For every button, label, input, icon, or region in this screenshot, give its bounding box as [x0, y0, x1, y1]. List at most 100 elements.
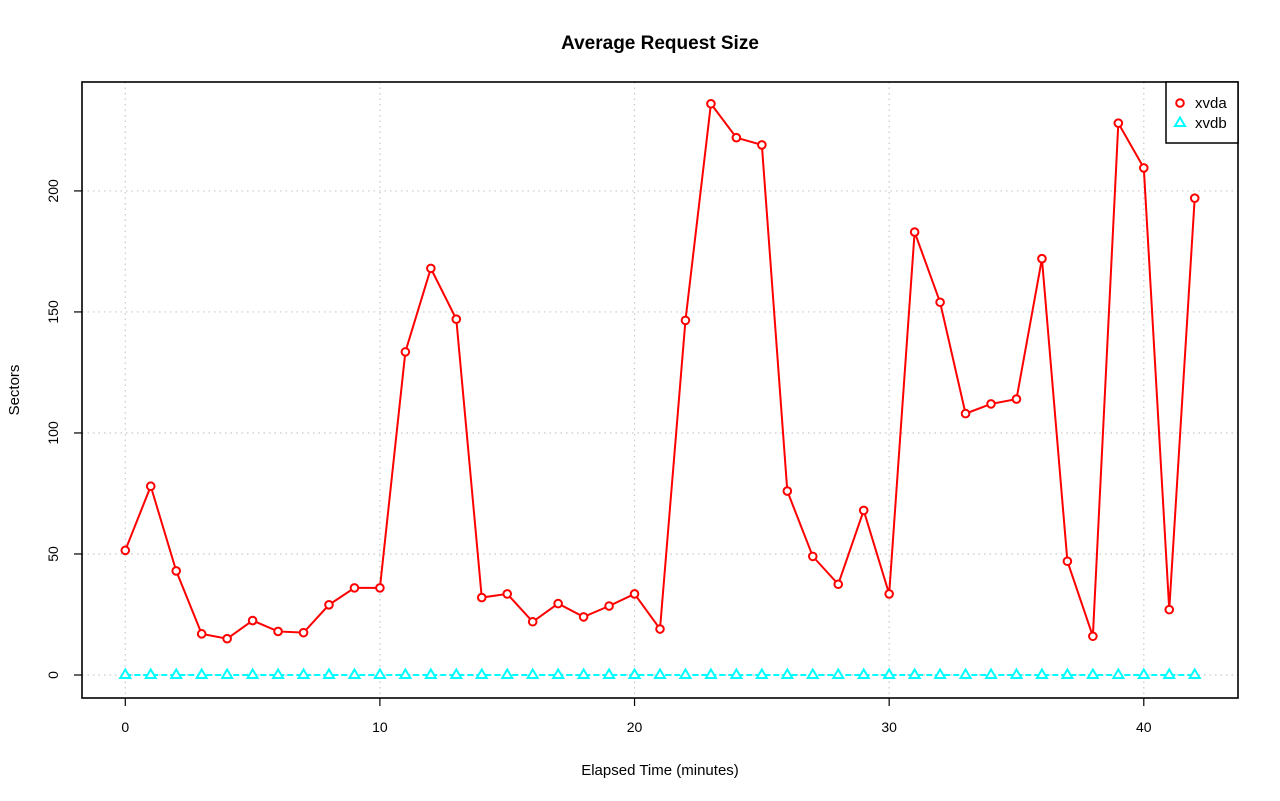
- data-point-xvdb: [780, 667, 795, 680]
- data-point-xvdb: [424, 667, 438, 680]
- x-tick-label: 30: [881, 719, 897, 735]
- data-point-xvdb: [1009, 667, 1024, 680]
- data-point-xvdb: [245, 667, 260, 680]
- data-point-xvdb: [831, 667, 845, 680]
- data-point-xvda: [222, 633, 232, 644]
- y-tick-label: 50: [45, 546, 61, 562]
- data-point-xvdb: [1060, 667, 1075, 680]
- data-point-xvda: [1164, 604, 1175, 615]
- data-point-xvda: [731, 132, 742, 143]
- legend-marker-xvda: [1175, 98, 1185, 108]
- chart-title: Average Request Size: [561, 33, 759, 54]
- data-point-xvda: [375, 583, 385, 593]
- data-point-xvda: [1011, 394, 1022, 404]
- data-point-xvda: [680, 315, 691, 326]
- data-point-xvda: [196, 629, 207, 639]
- y-tick-label: 150: [45, 300, 61, 324]
- data-point-xvda: [884, 589, 894, 599]
- data-point-xvdb: [169, 667, 183, 680]
- data-point-xvda: [476, 592, 487, 603]
- data-point-xvdb: [500, 667, 514, 680]
- data-point-xvdb: [806, 667, 820, 680]
- axes: 0 10 20 30 40 0 50 100 150 200: [45, 179, 1152, 735]
- data-point-xvdb: [576, 667, 591, 680]
- data-point-xvda: [629, 589, 640, 599]
- data-point-xvdb: [1086, 667, 1100, 680]
- data-point-xvdb: [907, 667, 922, 680]
- data-point-xvda: [553, 598, 563, 609]
- data-point-xvdb: [144, 667, 158, 680]
- legend-box: [1165, 81, 1239, 144]
- data-point-xvda: [400, 347, 411, 357]
- x-tick-label: 40: [1136, 719, 1152, 735]
- data-point-xvda: [655, 624, 665, 634]
- data-point-xvdb: [984, 667, 998, 680]
- data-point-xvdb: [602, 667, 616, 680]
- data-point-xvdb: [856, 667, 871, 680]
- data-point-xvdb: [1162, 667, 1176, 680]
- data-point-xvdb: [755, 667, 769, 680]
- data-point-xvdb: [271, 667, 285, 680]
- data-point-xvda: [935, 297, 945, 308]
- data-point-xvda: [1113, 118, 1124, 128]
- legend-marker-xvdb: [1173, 115, 1187, 127]
- data-point-xvdb: [958, 667, 973, 680]
- data-point-xvda: [426, 263, 436, 274]
- legend-label-xvdb: xvdb: [1195, 115, 1227, 132]
- data-point-xvda: [1138, 163, 1149, 173]
- data-point-xvdb: [449, 667, 464, 680]
- y-tick-label: 200: [45, 179, 61, 203]
- y-tick-label: 100: [45, 421, 61, 445]
- data-point-xvdb: [1035, 667, 1049, 680]
- data-point-xvdb: [704, 667, 718, 680]
- data-point-xvda: [858, 505, 869, 516]
- data-point-xvda: [273, 626, 283, 637]
- data-point-xvdb: [1187, 667, 1202, 680]
- data-point-xvda: [171, 566, 182, 576]
- data-point-xvdb: [653, 667, 667, 680]
- data-point-xvda: [324, 600, 334, 610]
- data-point-xvda: [1189, 193, 1200, 203]
- data-point-xvda: [604, 601, 614, 611]
- data-point-xvda: [960, 408, 971, 419]
- data-point-xvdb: [322, 667, 336, 680]
- data-point-xvdb: [347, 667, 362, 680]
- data-point-xvdb: [398, 667, 413, 680]
- data-point-xvdb: [373, 667, 387, 680]
- data-point-xvdb: [627, 667, 642, 680]
- x-tick-label: 0: [121, 719, 129, 735]
- data-point-xvdb: [525, 667, 540, 680]
- data-point-xvdb: [194, 667, 209, 680]
- data-point-xvda: [782, 486, 793, 496]
- data-point-xvdb: [220, 667, 234, 680]
- data-point-xvda: [349, 583, 360, 593]
- data-point-xvda: [909, 227, 920, 237]
- data-point-xvda: [1062, 556, 1073, 567]
- data-point-xvda: [833, 579, 844, 590]
- data-point-xvda: [757, 140, 767, 150]
- data-point-xvda: [145, 481, 156, 492]
- data-point-xvda: [527, 616, 538, 627]
- data-point-xvdb: [118, 667, 133, 680]
- data-point-xvdb: [933, 667, 947, 680]
- y-axis-label: Sectors: [6, 365, 23, 416]
- legend: xvda xvdb: [1165, 81, 1239, 144]
- data-point-xvda: [807, 551, 818, 562]
- data-point-xvda: [451, 314, 462, 325]
- data-point-xvdb: [296, 667, 311, 680]
- data-point-xvda: [298, 627, 309, 638]
- data-point-xvdb: [551, 667, 565, 680]
- grid-lines: [82, 82, 1238, 698]
- data-point-xvda: [502, 589, 513, 599]
- data-point-xvda: [1037, 253, 1047, 264]
- data-point-xvda: [247, 615, 258, 626]
- data-point-xvda: [986, 399, 996, 409]
- y-tick-label: 0: [45, 671, 61, 679]
- data-point-xvda: [578, 612, 589, 622]
- data-point-xvda: [706, 98, 716, 109]
- x-axis-label: Elapsed Time (minutes): [581, 762, 739, 779]
- data-point-xvda: [1088, 631, 1098, 642]
- data-point-xvda: [120, 545, 131, 556]
- data-point-xvdb: [678, 667, 693, 680]
